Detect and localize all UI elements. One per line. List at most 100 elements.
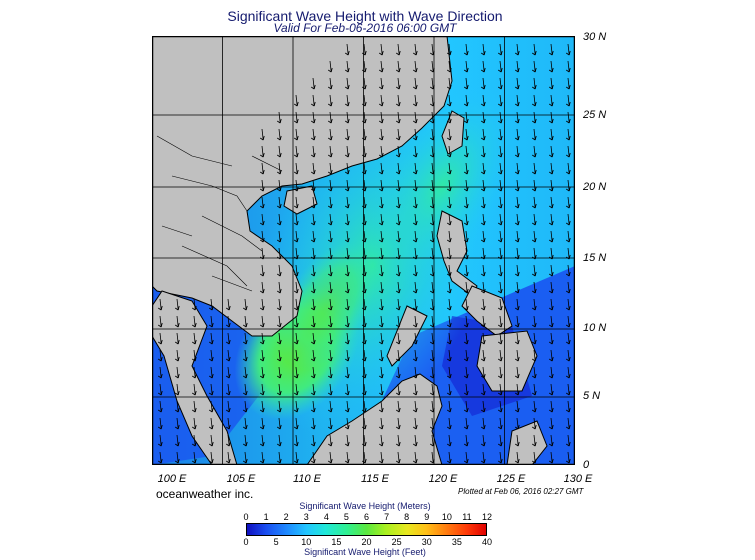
wave-arrow <box>344 196 350 209</box>
wave-arrow <box>412 230 418 243</box>
wave-arrow <box>480 94 486 107</box>
wave-arrow <box>378 77 384 90</box>
wave-arrow <box>208 366 214 379</box>
wave-arrow <box>310 77 316 90</box>
wave-arrow <box>293 434 299 447</box>
wave-arrow <box>293 94 299 107</box>
wave-arrow <box>565 162 571 175</box>
wave-arrow <box>412 196 418 209</box>
wave-arrow <box>446 247 452 260</box>
wave-arrow <box>395 213 401 226</box>
wave-arrow <box>361 145 367 158</box>
legend-tick-feet: 30 <box>421 537 432 547</box>
wave-arrow <box>531 434 537 447</box>
wave-arrow <box>446 281 452 294</box>
wave-arrow <box>429 417 435 430</box>
legend-title-meters: Significant Wave Height (Meters) <box>299 501 431 511</box>
wave-arrow <box>531 247 537 260</box>
wave-arrow <box>565 417 571 430</box>
wave-arrow <box>480 77 486 90</box>
wave-arrow <box>259 417 265 430</box>
wave-arrow <box>310 230 316 243</box>
wave-arrow <box>497 281 503 294</box>
wave-arrow <box>174 298 180 311</box>
wave-arrow <box>361 264 367 277</box>
wave-arrow <box>276 281 282 294</box>
wave-arrow <box>208 400 214 413</box>
wave-arrow <box>310 94 316 107</box>
wave-arrow <box>480 179 486 192</box>
wave-arrow <box>344 451 350 464</box>
wave-arrow <box>480 162 486 175</box>
wave-arrow <box>174 332 180 345</box>
wave-arrow <box>174 315 180 328</box>
wave-arrow <box>344 366 350 379</box>
lon-label-120e: 120 E <box>428 473 458 485</box>
wave-arrow <box>208 349 214 362</box>
wave-arrow <box>446 315 452 328</box>
lat-label-25n: 25 N <box>583 109 607 121</box>
wave-arrow <box>259 196 265 209</box>
wave-arrow <box>327 145 333 158</box>
legend-tick-meters: 10 <box>441 512 452 522</box>
wave-arrow <box>412 94 418 107</box>
legend-tick-meters: 11 <box>462 512 472 522</box>
chart-title: Significant Wave Height with Wave Direct… <box>227 8 503 24</box>
wave-arrow <box>497 383 503 396</box>
wave-arrow <box>327 434 333 447</box>
wave-arrow <box>208 332 214 345</box>
wave-arrow <box>531 281 537 294</box>
wave-arrow <box>327 196 333 209</box>
wave-arrow <box>395 43 401 56</box>
legend-tick-meters: 0 <box>243 512 249 522</box>
wave-arrow <box>463 400 469 413</box>
wave-arrow <box>327 179 333 192</box>
wave-arrow <box>378 451 384 464</box>
wave-arrow <box>310 196 316 209</box>
wave-arrow <box>259 128 265 141</box>
legend-tick-feet: 35 <box>451 537 462 547</box>
wave-arrow <box>395 196 401 209</box>
wave-arrow <box>191 332 197 345</box>
wave-arrow <box>208 315 214 328</box>
legend-tick-meters: 5 <box>343 512 349 522</box>
wave-arrow <box>463 213 469 226</box>
land-taiwan <box>441 110 465 155</box>
wave-arrow <box>463 247 469 260</box>
wave-arrow <box>395 179 401 192</box>
wave-arrow <box>276 145 282 158</box>
wave-arrow <box>514 383 520 396</box>
wave-arrow <box>565 366 571 379</box>
wave-arrow <box>378 60 384 73</box>
wave-arrow <box>225 315 231 328</box>
wave-arrow <box>548 128 554 141</box>
wave-arrow <box>480 315 486 328</box>
wave-arrow <box>412 145 418 158</box>
wave-arrow <box>293 145 299 158</box>
legend-tick-feet: 5 <box>273 537 279 547</box>
lat-label-30n: 30 N <box>583 31 607 43</box>
wave-arrow <box>361 230 367 243</box>
wave-arrow <box>191 400 197 413</box>
legend-title-feet: Significant Wave Height (Feet) <box>304 547 426 557</box>
wave-arrow <box>514 400 520 413</box>
wave-arrow <box>361 43 367 56</box>
wave-arrow <box>157 366 163 379</box>
wave-arrow <box>429 94 435 107</box>
wave-arrow <box>548 298 554 311</box>
wave-arrow <box>225 383 231 396</box>
wave-arrow <box>310 366 316 379</box>
wave-arrow <box>565 179 571 192</box>
wave-arrow <box>412 128 418 141</box>
wave-arrow <box>293 400 299 413</box>
wave-arrow <box>361 196 367 209</box>
wave-arrow <box>157 434 163 447</box>
wave-arrow <box>276 213 282 226</box>
wave-arrow <box>463 264 469 277</box>
lon-label-130e: 130 E <box>563 473 593 485</box>
wave-arrow <box>225 366 231 379</box>
wave-arrow <box>480 230 486 243</box>
wave-arrow <box>514 332 520 345</box>
wave-arrow <box>344 315 350 328</box>
wave-arrow <box>412 349 418 362</box>
